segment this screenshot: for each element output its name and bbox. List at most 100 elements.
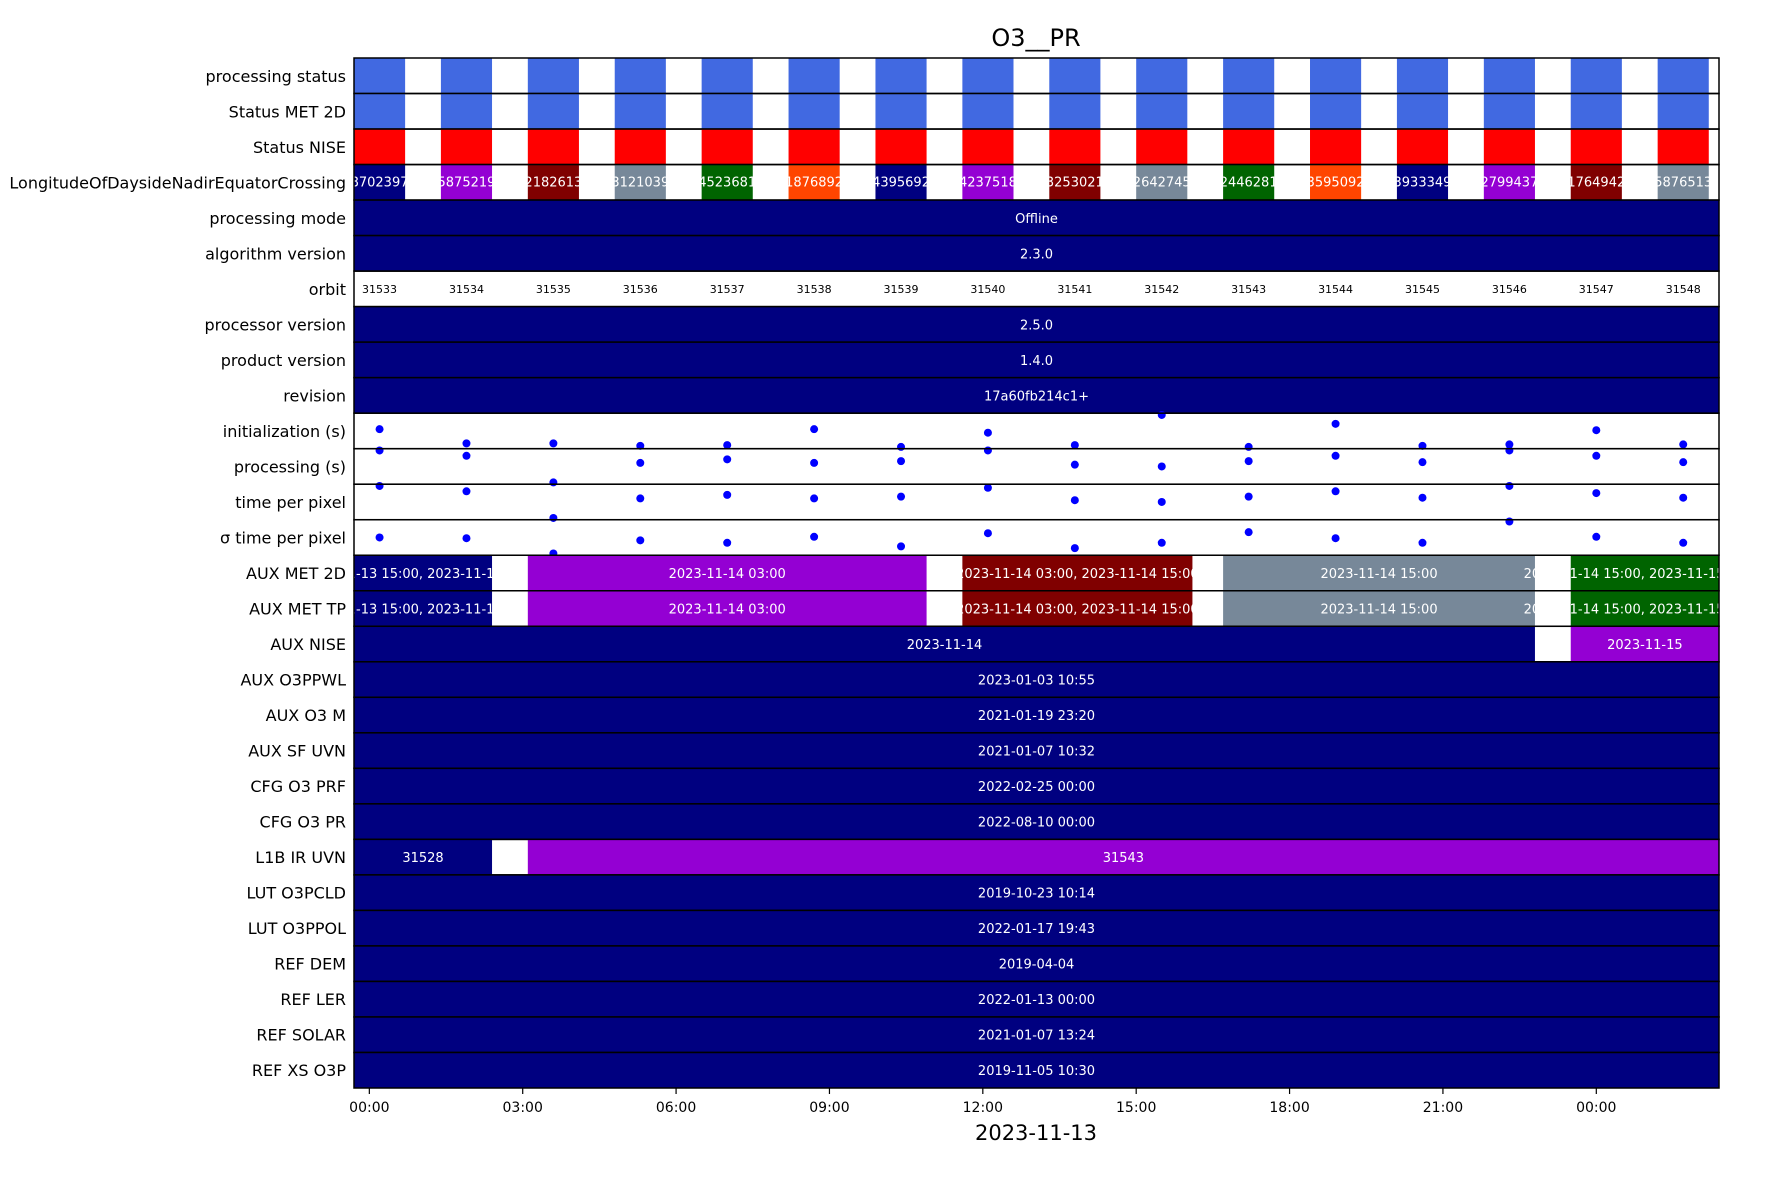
segment-bar (354, 590, 493, 627)
granule-block (1483, 58, 1535, 94)
segment-label: 2023-11-14 03:00, 2023-11-14 15:00 (956, 603, 1199, 618)
orbit-label: 31548 (1666, 283, 1701, 296)
granule-block (701, 129, 753, 165)
segment-bar (1570, 555, 1719, 591)
granule-block (440, 58, 493, 94)
segment-label: 2019-04-04 (999, 958, 1075, 973)
scatter-point (636, 441, 645, 450)
orbit-label: 31546 (1492, 283, 1527, 296)
granule-block (1570, 129, 1622, 165)
scatter-point (810, 494, 819, 503)
x-axis-label: 2023-11-13 (975, 1121, 1097, 1145)
segment-label: 2022-02-25 00:00 (978, 780, 1095, 795)
segment-bar (354, 697, 1719, 733)
segment-label: 2023-11-14 (907, 638, 983, 653)
segment-label: 2021-01-07 10:32 (978, 745, 1095, 760)
granule-block (875, 164, 927, 201)
granule-label: 4237518 (959, 175, 1017, 190)
scatter-point (1244, 528, 1253, 537)
granule-block (962, 164, 1014, 201)
segment-bar (354, 342, 1719, 378)
row-label: AUX SF UVN (248, 742, 346, 761)
granule-label: 5875219 (438, 175, 496, 190)
granule-label: 3595092 (1307, 175, 1365, 190)
granule-block (701, 164, 753, 201)
row-label: AUX O3 M (266, 706, 346, 725)
segment-bar (354, 803, 1719, 840)
granule-block (1223, 58, 1275, 94)
segment-label: 2021-01-07 13:24 (978, 1029, 1095, 1044)
x-tick-label: 12:00 (963, 1100, 1003, 1116)
segment-bar (1223, 555, 1535, 591)
scatter-point (1070, 460, 1079, 469)
scatter-point (1418, 538, 1427, 547)
granule-block (1657, 58, 1709, 94)
row-aux-met-tp: 2023-11-13 15:00, 2023-11-14 03:00 2023-1… (354, 590, 1719, 627)
granule-block (614, 93, 666, 130)
row-label: AUX O3PPWL (240, 671, 346, 690)
scatter-point (1331, 419, 1340, 428)
segment-label: 17a60fb214c1+ (984, 389, 1089, 404)
granule-block (1223, 164, 1275, 201)
row-label: CFG O3 PRF (250, 777, 346, 796)
segment-label: 31528 (402, 851, 443, 866)
x-tick-label: 18:00 (1269, 1100, 1309, 1116)
row-processor-version: 2.5.0 (354, 306, 1719, 343)
granule-block (875, 58, 927, 94)
orbit-label: 31543 (1231, 283, 1266, 296)
x-tick-label: 03:00 (503, 1100, 543, 1116)
segment-bar (354, 945, 1719, 982)
segment-label: 2022-01-13 00:00 (978, 993, 1095, 1008)
row-processing-s (375, 446, 1688, 487)
row-aux-nise: 2023-11-14 2023-11-15 (354, 626, 1719, 662)
row-label: LongitudeOfDaysideNadirEquatorCrossing (9, 173, 346, 192)
row-aux-sf-uvn: 2021-01-07 10:32 (354, 732, 1719, 769)
granule-block (1570, 58, 1622, 94)
granule-block (962, 58, 1014, 94)
row-aux-o3-m: 2021-01-19 23:20 (354, 697, 1719, 733)
scatter-point (1679, 440, 1688, 449)
scatter-point (897, 442, 906, 451)
scatter-point (462, 439, 471, 448)
granule-block (527, 93, 579, 130)
orbit-label: 31544 (1318, 283, 1353, 296)
segment-label: 2.3.0 (1020, 247, 1053, 262)
scatter-point (723, 455, 732, 464)
row-ref-ler: 2022-01-13 00:00 (354, 981, 1719, 1017)
scatter-point (1418, 458, 1427, 467)
row-label: AUX MET TP (249, 600, 346, 619)
scatter-point (810, 458, 819, 467)
granule-label: 3933349 (1394, 175, 1452, 190)
granule-block (354, 129, 406, 165)
scatter-point (462, 534, 471, 543)
scatter-point (1244, 457, 1253, 466)
row-revision: 17a60fb214c1+ (354, 377, 1719, 414)
granule-label: 1764942 (1567, 175, 1625, 190)
chart-title: O3__PR (991, 24, 1080, 52)
scatter-point (1679, 538, 1688, 547)
scatter-point (636, 458, 645, 467)
granule-block (1223, 129, 1275, 165)
row-label: time per pixel (235, 493, 346, 512)
segment-bar (962, 590, 1193, 627)
orbit-label: 31533 (362, 283, 397, 296)
orbit-label: 31534 (449, 283, 484, 296)
segment-label: 31543 (1103, 851, 1144, 866)
granule-block (1657, 93, 1709, 130)
row-label: initialization (s) (223, 422, 346, 441)
granule-label: 3121039 (611, 175, 669, 190)
orbit-label: 31545 (1405, 283, 1440, 296)
segment-label: 2023-11-14 03:00, 2023-11-14 15:00 (956, 567, 1199, 582)
row-label: LUT O3PCLD (246, 884, 346, 903)
scatter-point (723, 538, 732, 547)
segment-bar (527, 555, 927, 591)
row-frame (353, 518, 1720, 556)
x-tick-label: 06:00 (656, 1100, 696, 1116)
row-label: Status NISE (253, 138, 346, 157)
granule-block (1396, 93, 1449, 130)
scatter-point (810, 425, 819, 434)
granule-label: 2182613 (524, 175, 582, 190)
scatter-point (549, 478, 558, 487)
segment-label: 2023-11-15 (1607, 638, 1683, 653)
orbit-label: 31539 (884, 283, 919, 296)
